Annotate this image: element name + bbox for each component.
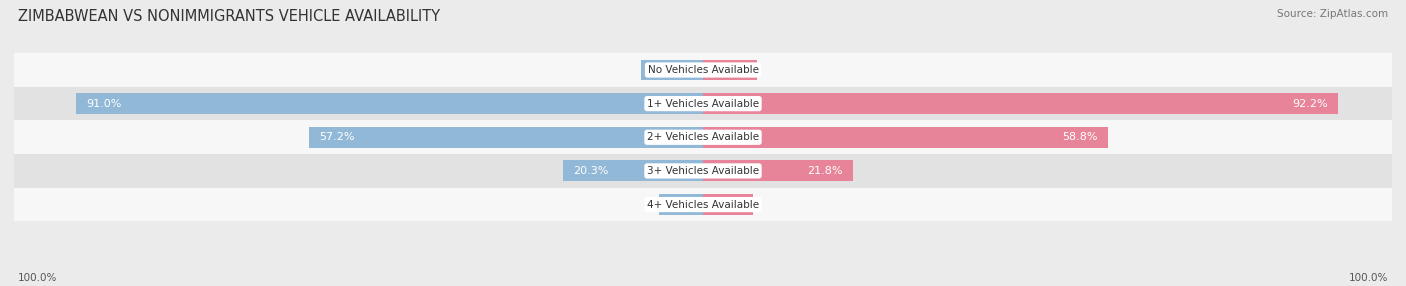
Text: ZIMBABWEAN VS NONIMMIGRANTS VEHICLE AVAILABILITY: ZIMBABWEAN VS NONIMMIGRANTS VEHICLE AVAI… bbox=[18, 9, 440, 23]
Bar bbox=[703, 93, 1339, 114]
Bar bbox=[703, 194, 752, 215]
Bar bbox=[703, 127, 1108, 148]
Text: 20.3%: 20.3% bbox=[574, 166, 609, 176]
Text: 58.8%: 58.8% bbox=[1063, 132, 1098, 142]
Text: 92.2%: 92.2% bbox=[1292, 99, 1327, 109]
Text: 100.0%: 100.0% bbox=[18, 273, 58, 283]
Text: 6.4%: 6.4% bbox=[669, 200, 697, 210]
Bar bbox=[703, 59, 758, 80]
Text: 9.0%: 9.0% bbox=[651, 65, 679, 75]
Text: 2+ Vehicles Available: 2+ Vehicles Available bbox=[647, 132, 759, 142]
Text: 7.2%: 7.2% bbox=[714, 200, 742, 210]
Bar bbox=[14, 87, 1392, 120]
Bar bbox=[14, 53, 1392, 87]
Text: 91.0%: 91.0% bbox=[86, 99, 122, 109]
Text: 57.2%: 57.2% bbox=[319, 132, 354, 142]
Bar bbox=[659, 194, 703, 215]
Bar bbox=[76, 93, 703, 114]
Bar bbox=[14, 154, 1392, 188]
Bar bbox=[641, 59, 703, 80]
Text: 21.8%: 21.8% bbox=[807, 166, 842, 176]
Bar bbox=[703, 160, 853, 181]
Bar bbox=[14, 120, 1392, 154]
Text: 100.0%: 100.0% bbox=[1348, 273, 1388, 283]
Text: 7.9%: 7.9% bbox=[718, 65, 747, 75]
Bar bbox=[309, 127, 703, 148]
Text: No Vehicles Available: No Vehicles Available bbox=[648, 65, 758, 75]
Text: Source: ZipAtlas.com: Source: ZipAtlas.com bbox=[1277, 9, 1388, 19]
Text: 3+ Vehicles Available: 3+ Vehicles Available bbox=[647, 166, 759, 176]
Text: 1+ Vehicles Available: 1+ Vehicles Available bbox=[647, 99, 759, 109]
Bar bbox=[564, 160, 703, 181]
Text: 4+ Vehicles Available: 4+ Vehicles Available bbox=[647, 200, 759, 210]
Bar bbox=[14, 188, 1392, 221]
